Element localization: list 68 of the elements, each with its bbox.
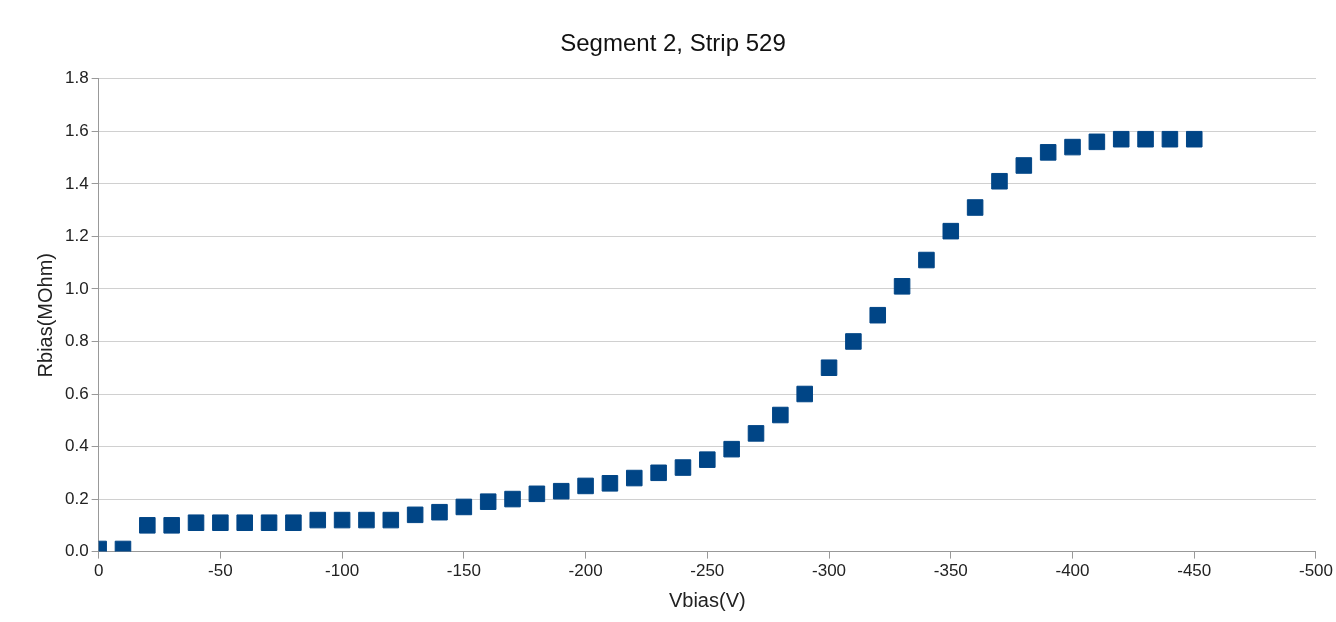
x-tick-label: -300 [812,561,847,581]
point [504,490,521,508]
point [139,517,156,534]
point [1112,130,1130,148]
point [1039,144,1057,161]
x-tick-label: -450 [1177,561,1212,581]
point [236,514,253,531]
point [942,222,960,240]
point [1185,130,1203,148]
point [431,503,448,521]
x-tick-label: -150 [446,561,481,581]
point [260,514,278,531]
chart-title: Segment 2, Strip 529 [560,29,786,57]
point [820,359,838,377]
point [1088,133,1106,151]
point [1137,130,1154,148]
x-tick-label: -250 [690,561,725,581]
point [1015,157,1033,174]
x-tick-label: 0 [93,561,104,581]
point [650,464,667,482]
point [163,517,180,534]
point [212,514,229,531]
point [625,469,643,487]
y-tick-label: 0.6 [64,383,89,403]
point [577,477,594,495]
point [309,511,327,529]
point [893,278,911,295]
y-tick-label: 0.4 [64,436,89,456]
point [845,333,862,350]
point [552,482,570,500]
point [918,251,935,269]
point [187,514,205,531]
y-tick-label: 0.0 [64,541,89,561]
point [869,306,887,324]
point [991,172,1008,190]
point [1064,138,1081,156]
point [528,485,546,503]
y-tick-label: 1.0 [64,278,89,298]
x-tick-label: -50 [208,561,233,581]
point [747,425,765,442]
x-tick-label: -400 [1055,561,1090,581]
y-tick-label: 1.2 [64,226,89,246]
y-tick-label: 1.4 [64,173,89,193]
x-tick-label: -500 [1298,561,1333,581]
point [1161,130,1179,148]
point [601,475,619,492]
point [333,511,351,529]
y-tick-label: 1.6 [64,121,89,141]
y-tick-label: 1.8 [64,68,89,88]
point [382,511,400,529]
point [358,511,375,529]
point [479,493,497,510]
point [772,406,789,424]
point [699,451,716,468]
point [966,199,984,216]
point [455,498,473,516]
x-axis-title: Vbias(V) [668,588,746,611]
point [406,506,424,524]
x-tick-label: -350 [933,561,968,581]
point [723,440,740,458]
point [285,514,302,531]
x-tick-label: -100 [325,561,360,581]
y-tick-label: 0.2 [64,488,89,508]
point [796,385,813,403]
x-tick-label: -200 [568,561,603,581]
y-tick-label: 0.8 [64,331,89,351]
point [674,459,692,476]
y-axis-title: Rbias(MOhm) [33,252,56,378]
